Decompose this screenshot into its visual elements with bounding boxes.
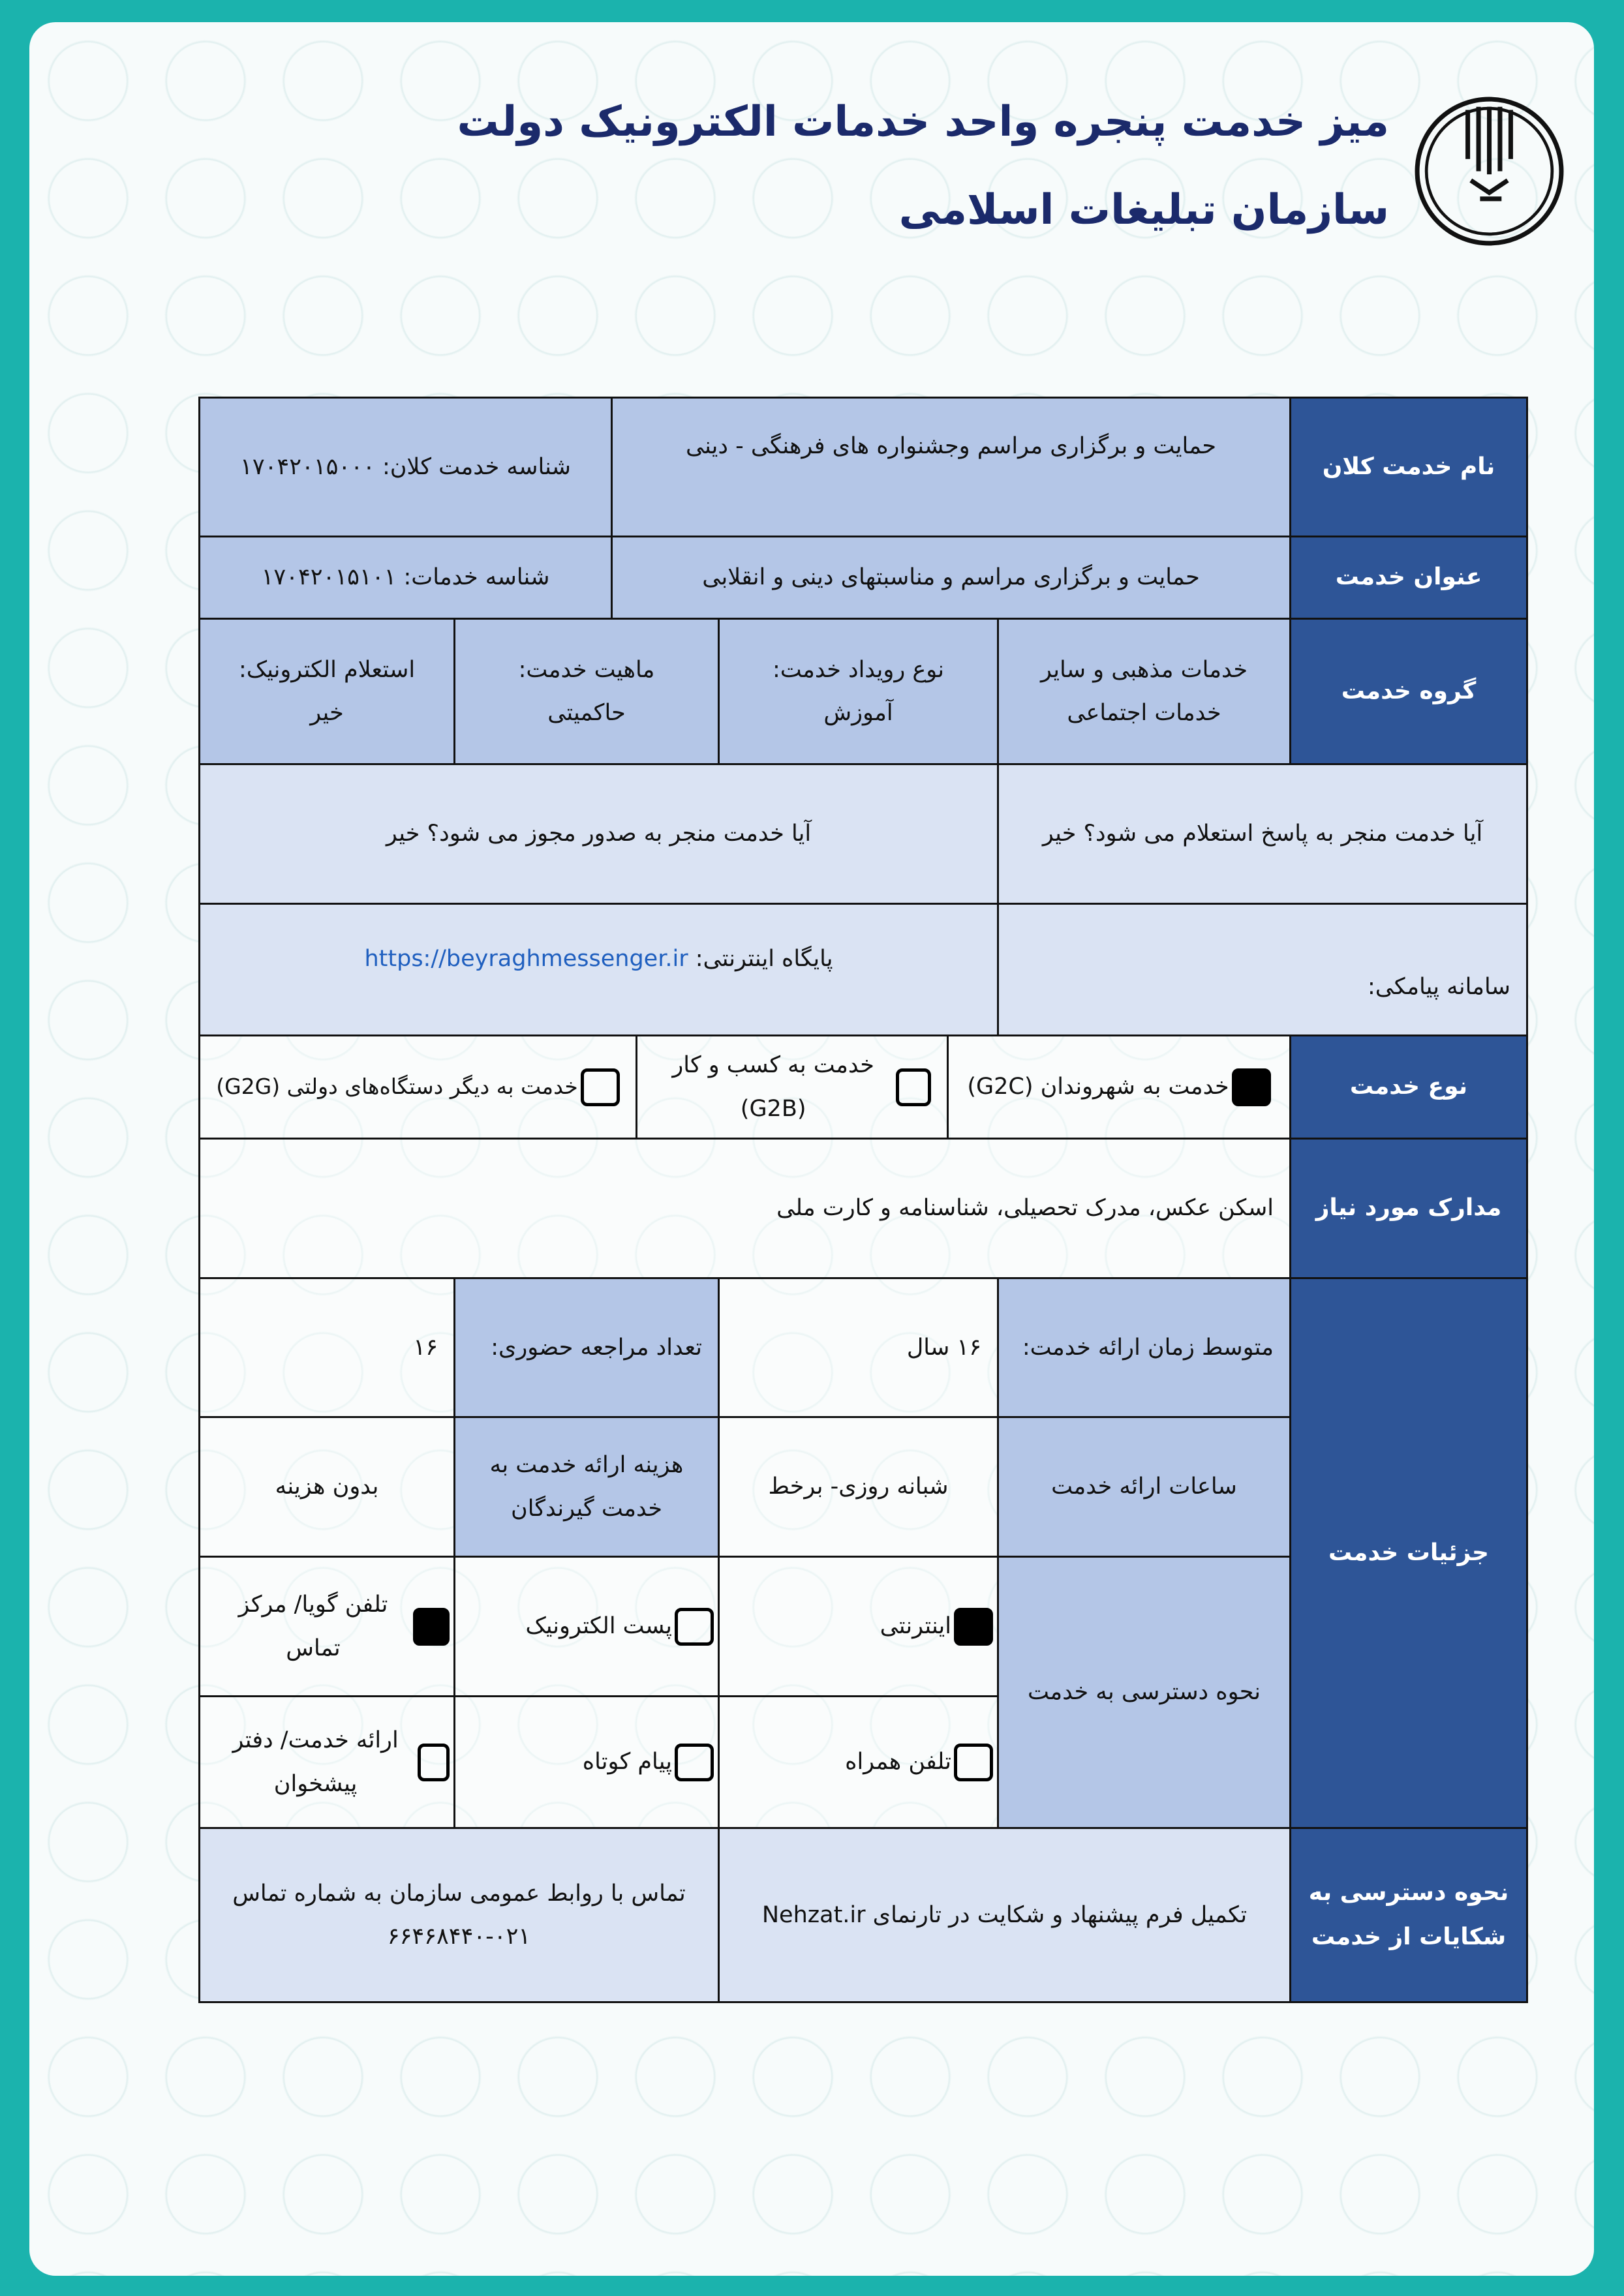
checkbox-checked[interactable]	[412, 1607, 450, 1646]
service-nature-cell: ماهیت خدمت: حاکمیتی	[453, 618, 720, 765]
service-group: خدمات مذهبی و سایر خدمات اجتماعی	[997, 618, 1291, 765]
visits-value: ۱۶	[198, 1277, 455, 1418]
access-email-label: پست الکترونیک	[525, 1613, 672, 1640]
type-g2b-label: خدمت به کسب و کار (G2B)	[672, 1052, 874, 1122]
access-sms-label: پیام کوتاه	[582, 1749, 672, 1775]
label-complaints: نحوه دسترسی به شکایات از خدمت	[1289, 1827, 1528, 2003]
label-service-type: نوع خدمت	[1289, 1035, 1528, 1140]
event-type-label: نوع رویداد خدمت:	[772, 656, 945, 683]
umbrella-service-id: شناسه خدمت کلان: ۱۷۰۴۲۰۱۵۰۰۰	[198, 397, 613, 537]
hours-label: ساعات ارائه خدمت	[997, 1416, 1291, 1558]
hours-value: شبانه روزی- برخط	[718, 1416, 999, 1558]
avg-time-label: متوسط زمان ارائه خدمت:	[997, 1277, 1291, 1418]
service-nature-label: ماهیت خدمت:	[518, 656, 655, 683]
avg-time-value: ۱۶ سال	[718, 1277, 999, 1418]
type-g2b[interactable]: خدمت به کسب و کار (G2B)	[636, 1035, 949, 1140]
required-docs: اسکن عکس، مدرک تحصیلی، شناسنامه و کارت م…	[198, 1138, 1291, 1279]
checkbox-unchecked[interactable]	[896, 1068, 931, 1106]
organization-name: سازمان تبلیغات اسلامی	[898, 186, 1389, 234]
visits-label: تعداد مراجعه حضوری:	[453, 1277, 720, 1418]
access-mobile[interactable]: تلفن همراه	[718, 1695, 999, 1829]
service-nature-value: حاکمیتی	[547, 700, 626, 726]
label-umbrella-service: نام خدمت کلان	[1289, 397, 1528, 537]
access-internet-label: اینترنتی	[880, 1613, 951, 1640]
inquiry-question: آیا خدمت منجر به پاسخ استعلام می شود؟ خی…	[997, 763, 1528, 905]
checkbox-unchecked[interactable]	[580, 1068, 620, 1106]
access-internet[interactable]: اینترنتی	[718, 1556, 999, 1697]
access-sms[interactable]: پیام کوتاه	[453, 1695, 720, 1829]
e-inquiry-label: استعلام الکترونیک:	[238, 656, 416, 683]
label-required-docs: مدارک مورد نیاز	[1289, 1138, 1528, 1279]
access-label: نحوه دسترسی به خدمت	[997, 1556, 1291, 1829]
access-counter[interactable]: ارائه خدمت/ دفتر پیشخوان	[198, 1695, 455, 1829]
label-service-group: گروه خدمت	[1289, 618, 1528, 765]
complaint-contact: تماس با روابط عمومی سازمان به شماره تماس…	[198, 1827, 720, 2003]
sms-system: سامانه پیامکی:	[997, 903, 1528, 1036]
event-type-value: آموزش	[823, 700, 893, 726]
cost-label: هزینه ارائه خدمت به خدمت گیرندگان	[453, 1416, 720, 1558]
organization-logo	[1415, 97, 1564, 246]
website-link[interactable]: https://beyraghmessenger.ir	[364, 946, 688, 972]
access-phone-label: تلفن گویا/ مرکز تماس	[238, 1592, 388, 1661]
umbrella-service-name: حمایت و برگزاری مراسم وجشنواره های فرهنگ…	[611, 397, 1291, 537]
checkbox-checked[interactable]	[1231, 1068, 1271, 1106]
complaint-form: تکمیل فرم پیشنهاد و شکایت در تارنمای Neh…	[718, 1827, 1291, 2003]
access-counter-label: ارائه خدمت/ دفتر پیشخوان	[232, 1727, 399, 1797]
type-g2c-label: خدمت به شهروندان (G2C)	[967, 1074, 1229, 1100]
access-phone[interactable]: تلفن گویا/ مرکز تماس	[198, 1556, 455, 1697]
checkbox-unchecked[interactable]	[675, 1743, 714, 1781]
page-title: میز خدمت پنجره واحد خدمات الکترونیک دولت	[457, 98, 1389, 146]
event-type-cell: نوع رویداد خدمت: آموزش	[718, 618, 999, 765]
cost-value: بدون هزینه	[198, 1416, 455, 1558]
checkbox-unchecked[interactable]	[418, 1743, 450, 1781]
access-mobile-label: تلفن همراه	[845, 1749, 951, 1775]
checkbox-unchecked[interactable]	[675, 1607, 714, 1646]
type-g2g[interactable]: خدمت به دیگر دستگاه‌های دولتی (G2G)	[198, 1035, 637, 1140]
access-email[interactable]: پست الکترونیک	[453, 1556, 720, 1697]
e-inquiry-value: خیر	[310, 700, 344, 726]
checkbox-checked[interactable]	[954, 1607, 993, 1646]
label-service-details: جزئیات خدمت	[1289, 1277, 1528, 1829]
website-label: پایگاه اینترنتی:	[695, 946, 833, 972]
website-cell: پایگاه اینترنتی: https://beyraghmessenge…	[198, 903, 999, 1036]
e-inquiry-cell: استعلام الکترونیک: خیر	[198, 618, 455, 765]
label-service-title: عنوان خدمت	[1289, 536, 1528, 620]
service-title: حمایت و برگزاری مراسم و مناسبتهای دینی و…	[611, 536, 1291, 620]
service-id: شناسه خدمات: ۱۷۰۴۲۰۱۵۱۰۱	[198, 536, 613, 620]
license-question: آیا خدمت منجر به صدور مجوز می شود؟ خیر	[198, 763, 999, 905]
checkbox-unchecked[interactable]	[954, 1743, 993, 1781]
type-g2c[interactable]: خدمت به شهروندان (G2C)	[947, 1035, 1291, 1140]
type-g2g-label: خدمت به دیگر دستگاه‌های دولتی (G2G)	[216, 1074, 578, 1100]
